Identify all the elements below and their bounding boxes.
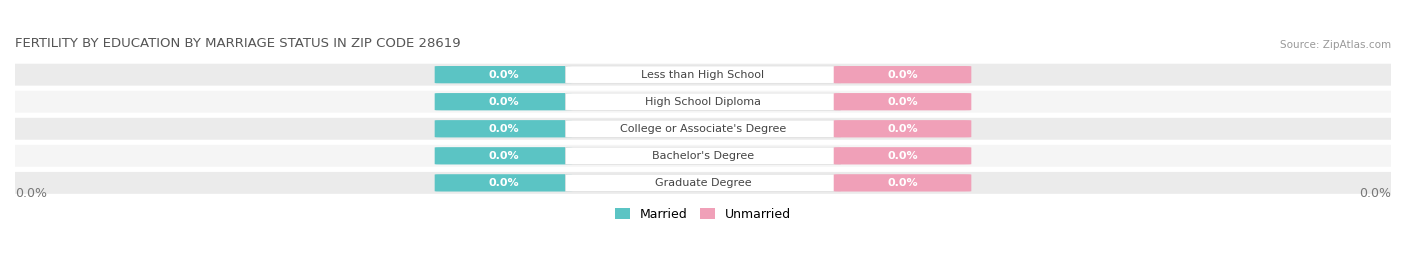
FancyBboxPatch shape — [565, 120, 841, 137]
Text: Bachelor's Degree: Bachelor's Degree — [652, 151, 754, 161]
FancyBboxPatch shape — [4, 64, 1402, 85]
Legend: Married, Unmarried: Married, Unmarried — [610, 203, 796, 226]
FancyBboxPatch shape — [565, 147, 841, 165]
FancyBboxPatch shape — [834, 66, 972, 83]
FancyBboxPatch shape — [434, 66, 572, 83]
Text: 0.0%: 0.0% — [488, 97, 519, 107]
FancyBboxPatch shape — [834, 93, 972, 110]
Text: High School Diploma: High School Diploma — [645, 97, 761, 107]
Text: 0.0%: 0.0% — [15, 187, 46, 200]
FancyBboxPatch shape — [4, 145, 1402, 167]
Text: 0.0%: 0.0% — [887, 124, 918, 134]
FancyBboxPatch shape — [434, 93, 572, 110]
FancyBboxPatch shape — [565, 174, 841, 192]
Text: Source: ZipAtlas.com: Source: ZipAtlas.com — [1279, 40, 1391, 50]
Text: College or Associate's Degree: College or Associate's Degree — [620, 124, 786, 134]
FancyBboxPatch shape — [565, 66, 841, 83]
Text: 0.0%: 0.0% — [488, 178, 519, 188]
Text: 0.0%: 0.0% — [887, 178, 918, 188]
FancyBboxPatch shape — [434, 147, 572, 165]
FancyBboxPatch shape — [4, 91, 1402, 113]
FancyBboxPatch shape — [434, 120, 572, 137]
FancyBboxPatch shape — [4, 118, 1402, 140]
FancyBboxPatch shape — [434, 174, 572, 192]
Text: 0.0%: 0.0% — [488, 70, 519, 80]
FancyBboxPatch shape — [4, 172, 1402, 194]
FancyBboxPatch shape — [834, 174, 972, 192]
Text: FERTILITY BY EDUCATION BY MARRIAGE STATUS IN ZIP CODE 28619: FERTILITY BY EDUCATION BY MARRIAGE STATU… — [15, 37, 461, 50]
FancyBboxPatch shape — [565, 93, 841, 110]
Text: 0.0%: 0.0% — [887, 70, 918, 80]
Text: 0.0%: 0.0% — [887, 97, 918, 107]
Text: 0.0%: 0.0% — [1360, 187, 1391, 200]
Text: 0.0%: 0.0% — [488, 124, 519, 134]
Text: Less than High School: Less than High School — [641, 70, 765, 80]
FancyBboxPatch shape — [834, 120, 972, 137]
Text: 0.0%: 0.0% — [488, 151, 519, 161]
FancyBboxPatch shape — [834, 147, 972, 165]
Text: 0.0%: 0.0% — [887, 151, 918, 161]
Text: Graduate Degree: Graduate Degree — [655, 178, 751, 188]
